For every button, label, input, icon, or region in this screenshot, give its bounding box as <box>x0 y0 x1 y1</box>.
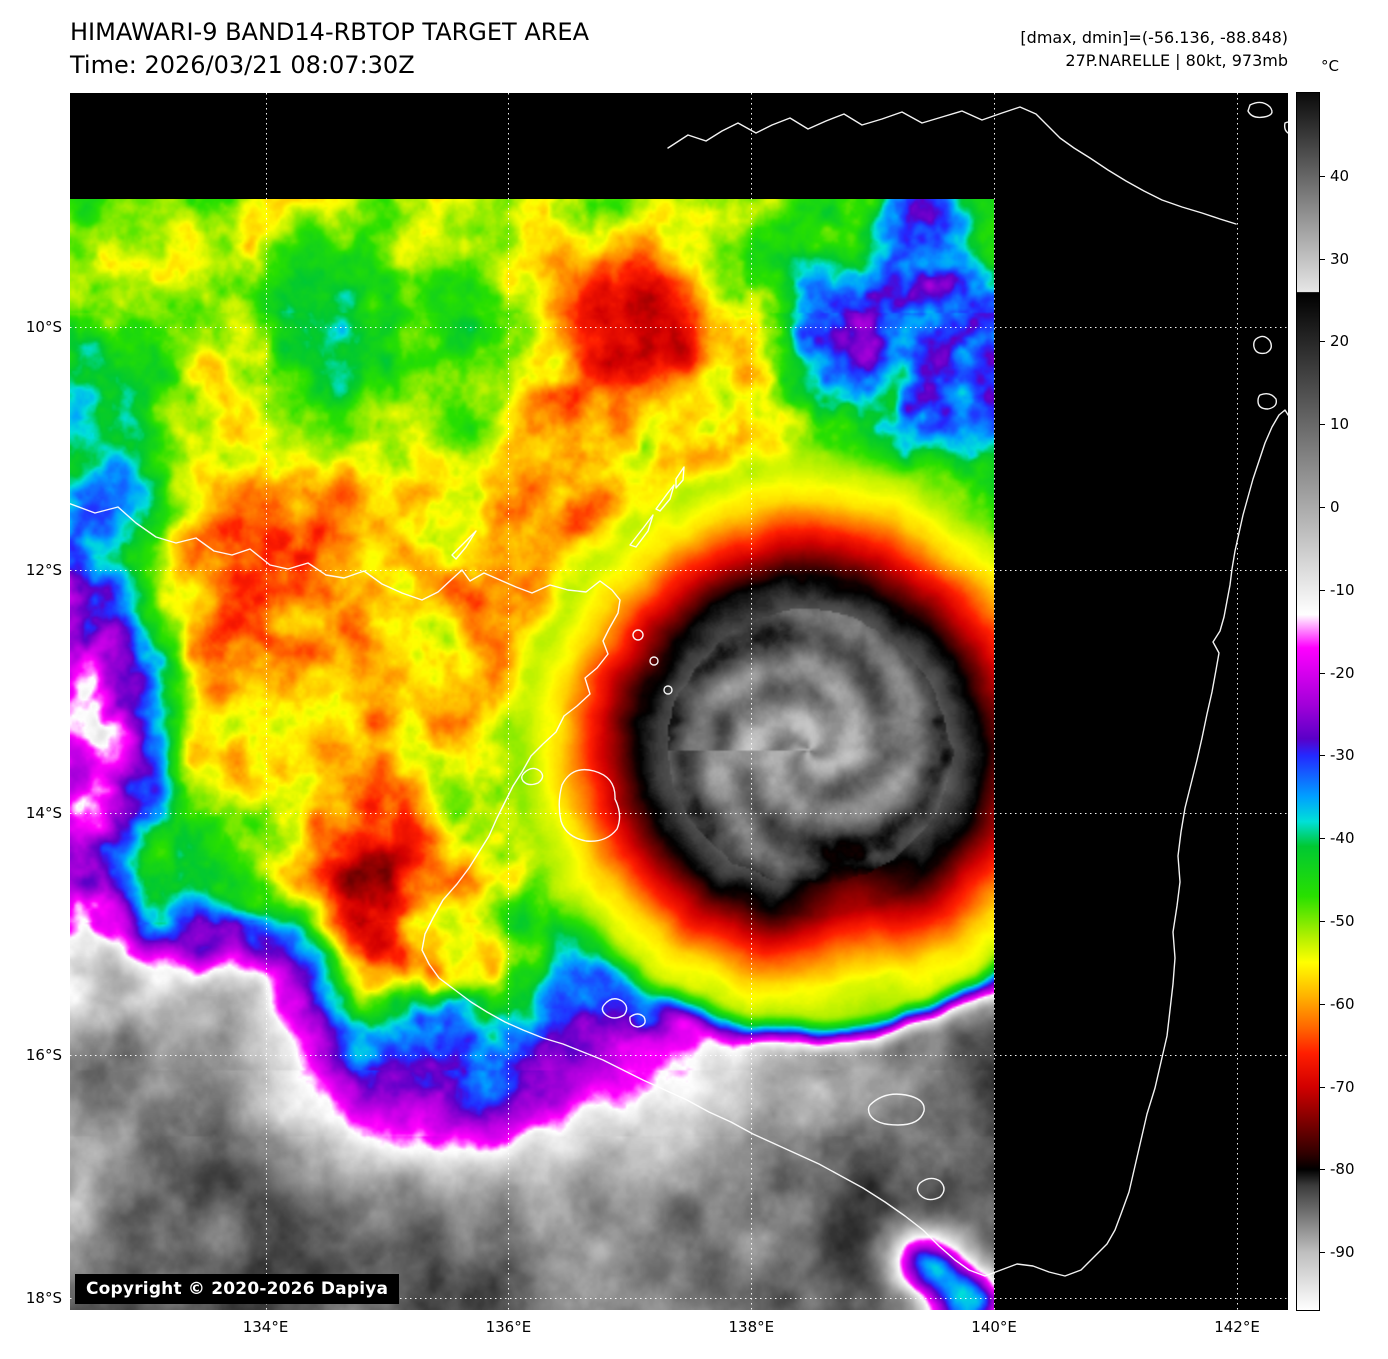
y-tick-label: 16°S <box>25 1046 62 1065</box>
island-wessel-3 <box>675 466 685 489</box>
island-bickerton <box>521 767 544 786</box>
copyright-badge: Copyright © 2020-2026 Dapiya <box>75 1274 400 1304</box>
colorbar-tick-mark <box>1320 920 1325 922</box>
colorbar-tick-mark <box>1320 1086 1325 1088</box>
colorbar-tick-label: 0 <box>1330 497 1340 516</box>
colorbar-tick-label: 30 <box>1330 249 1350 268</box>
colorbar-tick-mark <box>1320 672 1325 674</box>
colorbar-tick-mark <box>1320 506 1325 508</box>
x-tick-label: 136°E <box>485 1318 532 1336</box>
x-tick-label: 134°E <box>242 1318 289 1336</box>
colorbar-tick-label: -10 <box>1330 580 1355 599</box>
x-tick-label: 138°E <box>728 1318 775 1336</box>
x-tick-label: 142°E <box>1214 1318 1260 1336</box>
colorbar-tick-label: -30 <box>1330 746 1355 765</box>
y-tick-label: 10°S <box>25 318 62 337</box>
island-mornington <box>867 1093 925 1126</box>
dmax-dmin-readout: [dmax, dmin]=(-56.136, -88.848) <box>1020 28 1288 47</box>
x-tick-label: 140°E <box>971 1318 1017 1336</box>
gridline-lat <box>70 1297 1288 1299</box>
coastline-new-guinea <box>667 106 1237 225</box>
gridline-lon <box>508 93 510 1310</box>
colorbar-tick-label: -80 <box>1330 1160 1355 1179</box>
island-pellew-2 <box>629 1013 646 1028</box>
colorbar <box>1296 92 1320 1311</box>
gridline-lon <box>994 93 996 1310</box>
gridline-lon <box>265 93 267 1310</box>
colorbar-tick-label: 40 <box>1330 166 1350 185</box>
island-bentinck <box>916 1177 945 1201</box>
colorbar-tick-mark <box>1320 1252 1325 1253</box>
colorbar-tick-mark <box>1320 838 1325 840</box>
product-title: HIMAWARI-9 BAND14-RBTOP TARGET AREA <box>70 18 590 46</box>
header-left: HIMAWARI-9 BAND14-RBTOP TARGET AREA Time… <box>70 16 589 82</box>
latlon-grid <box>70 93 1288 1310</box>
colorbar-tick-label: -40 <box>1330 829 1355 848</box>
island-torres-2 <box>1257 392 1278 410</box>
colorbar-tick-label: -50 <box>1330 911 1355 930</box>
island-pellew-1 <box>601 998 628 1019</box>
gridline-lon <box>1237 93 1238 1310</box>
colorbar-tick-mark <box>1320 755 1325 757</box>
coastlines-overlay <box>70 101 1288 1277</box>
gridline-lon <box>751 93 753 1310</box>
colorbar-tick-mark <box>1320 258 1325 260</box>
colorbar-tick-mark <box>1320 175 1325 177</box>
colorbar-tick-label: -60 <box>1330 994 1355 1013</box>
island-wessel-2 <box>655 484 675 512</box>
coastline-australia <box>70 409 1288 1277</box>
island-torres-1 <box>1253 335 1273 355</box>
product-time: Time: 2026/03/21 08:07:30Z <box>70 51 415 79</box>
colorbar-tick-mark <box>1320 589 1325 591</box>
islet-1 <box>632 629 644 641</box>
header-right: [dmax, dmin]=(-56.136, -88.848) 27P.NARE… <box>1020 26 1288 72</box>
map-plot-area: Copyright © 2020-2026 Dapiya <box>70 93 1288 1310</box>
y-tick-label: 14°S <box>25 803 62 822</box>
colorbar-tick-label: 10 <box>1330 415 1350 434</box>
island-ng-2 <box>1283 121 1288 134</box>
gridline-lat <box>70 569 1288 571</box>
islet-3 <box>663 685 673 695</box>
island-elcho <box>451 530 477 560</box>
colorbar-tick-label: 20 <box>1330 332 1350 351</box>
y-tick-label: 12°S <box>25 560 62 579</box>
colorbar-tick-mark <box>1320 1169 1325 1171</box>
colorbar-tick-mark <box>1320 1003 1325 1005</box>
gridline-lat <box>70 812 1288 814</box>
colorbar-tick-mark <box>1320 424 1325 426</box>
colorbar-tick-label: -70 <box>1330 1077 1355 1096</box>
island-ng-1 <box>1247 101 1273 119</box>
colorbar-tick-label: -90 <box>1330 1243 1355 1261</box>
colorbar-tick-mark <box>1320 341 1325 343</box>
gridline-lat <box>70 327 1288 329</box>
y-tick-label: 18°S <box>25 1288 62 1307</box>
storm-info: 27P.NARELLE | 80kt, 973mb <box>1065 51 1288 70</box>
islet-2 <box>649 656 659 666</box>
island-wessel-1 <box>629 514 654 548</box>
colorbar-unit-label: °C <box>1321 57 1339 75</box>
gridline-lat <box>70 1055 1288 1057</box>
colorbar-tick-label: -20 <box>1330 663 1355 682</box>
island-groote-eylandt <box>558 768 621 842</box>
